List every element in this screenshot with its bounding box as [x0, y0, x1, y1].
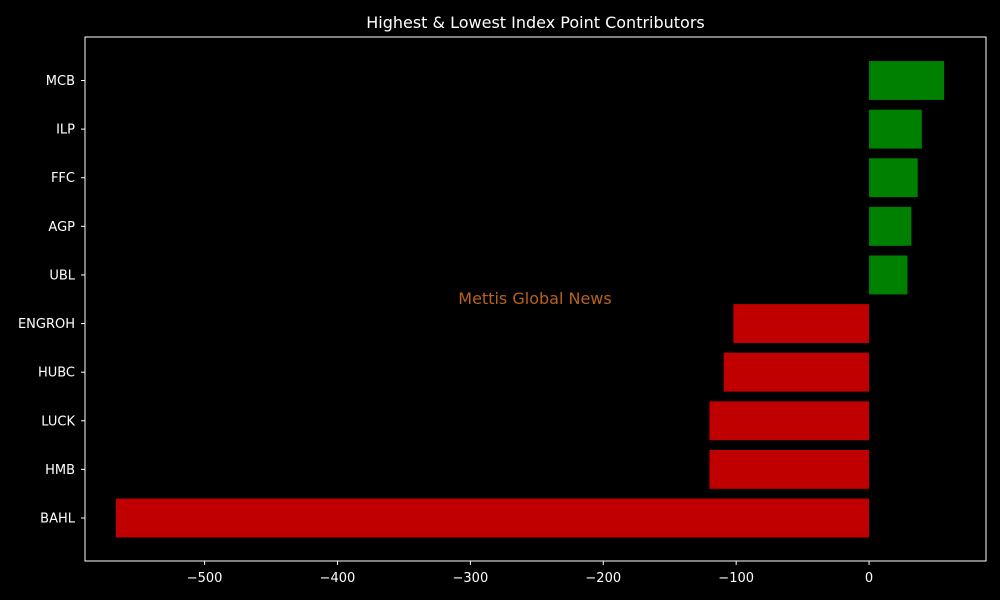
y-tick-label: LUCK — [41, 414, 75, 429]
y-tick-label: FFC — [51, 171, 75, 186]
bar-agp — [869, 206, 912, 246]
bar-mcb — [869, 61, 945, 100]
bar-hmb — [709, 449, 870, 489]
bar-engroh — [733, 304, 870, 343]
chart-title: Highest & Lowest Index Point Contributor… — [366, 13, 705, 32]
watermark-text: Mettis Global News — [458, 289, 611, 308]
bar-bahl — [115, 498, 870, 538]
y-tick-label: AGP — [48, 220, 75, 235]
x-tick-label: −400 — [320, 571, 356, 586]
y-tick-label: HUBC — [38, 366, 75, 381]
x-tick-label: −100 — [718, 571, 754, 586]
x-axis: −500 −400 −300 −200 −100 0 — [187, 561, 873, 586]
bar-luck — [709, 401, 870, 441]
bars-group — [115, 61, 945, 538]
x-tick-label: −200 — [585, 571, 621, 586]
x-tick-label: −300 — [453, 571, 489, 586]
y-tick-label: BAHL — [40, 512, 76, 527]
y-tick-label: UBL — [49, 268, 75, 283]
y-axis: MCB ILP FFC AGP UBL ENGROH HUBC LUCK HMB BAHL — [18, 74, 85, 527]
x-tick-label: −500 — [187, 571, 223, 586]
bar-ubl — [869, 255, 908, 295]
bar-ffc — [869, 158, 918, 198]
bar-hubc — [723, 352, 870, 392]
y-tick-label: HMB — [45, 463, 75, 478]
bar-ilp — [869, 109, 922, 149]
y-tick-label: ENGROH — [18, 317, 75, 332]
y-tick-label: ILP — [56, 123, 75, 138]
y-tick-label: MCB — [46, 74, 75, 89]
x-tick-label: 0 — [865, 571, 873, 586]
plot-frame — [84, 36, 987, 562]
